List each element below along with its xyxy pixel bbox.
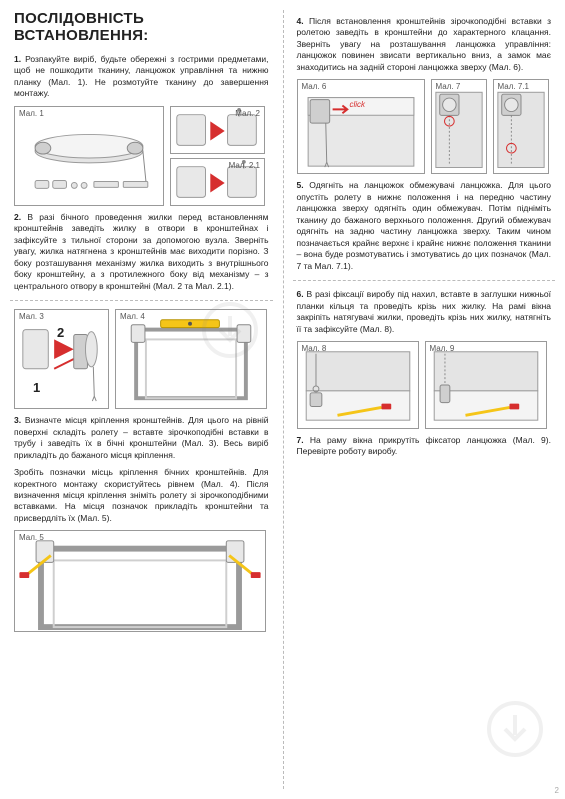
figure-row-4: Мал. 6 click Мал. 7 Мал. 7.1 xyxy=(297,79,552,174)
step-2-text: 2. В разі бічного проведення жилки перед… xyxy=(14,212,269,292)
watermark-icon xyxy=(200,300,260,360)
page-title: ПОСЛІДОВНІСТЬ ВСТАНОВЛЕННЯ: xyxy=(14,10,269,44)
figure-6-label: Мал. 6 xyxy=(302,82,327,91)
figure-2-1: Мал. 2.1 xyxy=(170,158,265,206)
figure-8: Мал. 8 xyxy=(297,341,419,429)
figure-3-number-1: 1 xyxy=(33,380,40,395)
step-6-text: 6. В разі фіксації виробу під нахил, вст… xyxy=(297,289,552,335)
figure-2-1-label: Мал. 2.1 xyxy=(229,161,260,170)
right-divider xyxy=(293,280,556,281)
figure-8-label: Мал. 8 xyxy=(302,344,327,353)
figure-7-1: Мал. 7.1 xyxy=(493,79,549,174)
figure-6-click-label: click xyxy=(350,100,366,109)
figure-row-5: Мал. 8 Мал. 9 xyxy=(297,341,552,429)
step-1-text: 1. Розпакуйте виріб, будьте обережні з г… xyxy=(14,54,269,100)
left-column: ПОСЛІДОВНІСТЬ ВСТАНОВЛЕННЯ: 1. Розпакуйт… xyxy=(0,0,283,799)
figure-3-label: Мал. 3 xyxy=(19,312,44,321)
figure-3-number-2: 2 xyxy=(57,325,64,340)
figure-9: Мал. 9 xyxy=(425,341,547,429)
watermark-icon xyxy=(485,699,545,759)
figure-5: Мал. 5 xyxy=(14,530,266,632)
figure-2: Мал. 2 xyxy=(170,106,265,154)
figure-1: Мал. 1 xyxy=(14,106,164,206)
right-column: 4. Після встановлення кронштейнів зірочк… xyxy=(283,0,565,799)
figure-7-label: Мал. 7 xyxy=(436,82,461,91)
figure-3: Мал. 3 2 1 xyxy=(14,309,109,409)
figure-4-label: Мал. 4 xyxy=(120,312,145,321)
figure-row-3: Мал. 5 xyxy=(14,530,269,632)
figure-1-label: Мал. 1 xyxy=(19,109,44,118)
step-5-text: 5. Одягніть на ланцюжок обмежувачі ланцю… xyxy=(297,180,552,272)
step-3-text-a: 3. Визначте місця кріплення кронштейнів.… xyxy=(14,415,269,461)
figure-row-1: Мал. 1 Мал. 2 xyxy=(14,106,269,206)
figure-7: Мал. 7 xyxy=(431,79,487,174)
step-7-text: 7. На раму вікна прикрутіть фіксатор лан… xyxy=(297,435,552,458)
step-3-text-b: Зробіть позначки місць кріплення бічних … xyxy=(14,467,269,524)
figure-9-label: Мал. 9 xyxy=(430,344,455,353)
page-number: 2 xyxy=(555,786,559,795)
figure-6: Мал. 6 click xyxy=(297,79,425,174)
step-4-text: 4. Після встановлення кронштейнів зірочк… xyxy=(297,16,552,73)
figure-7-1-label: Мал. 7.1 xyxy=(498,82,529,91)
figure-2-label: Мал. 2 xyxy=(235,109,260,118)
figure-5-label: Мал. 5 xyxy=(19,533,44,542)
